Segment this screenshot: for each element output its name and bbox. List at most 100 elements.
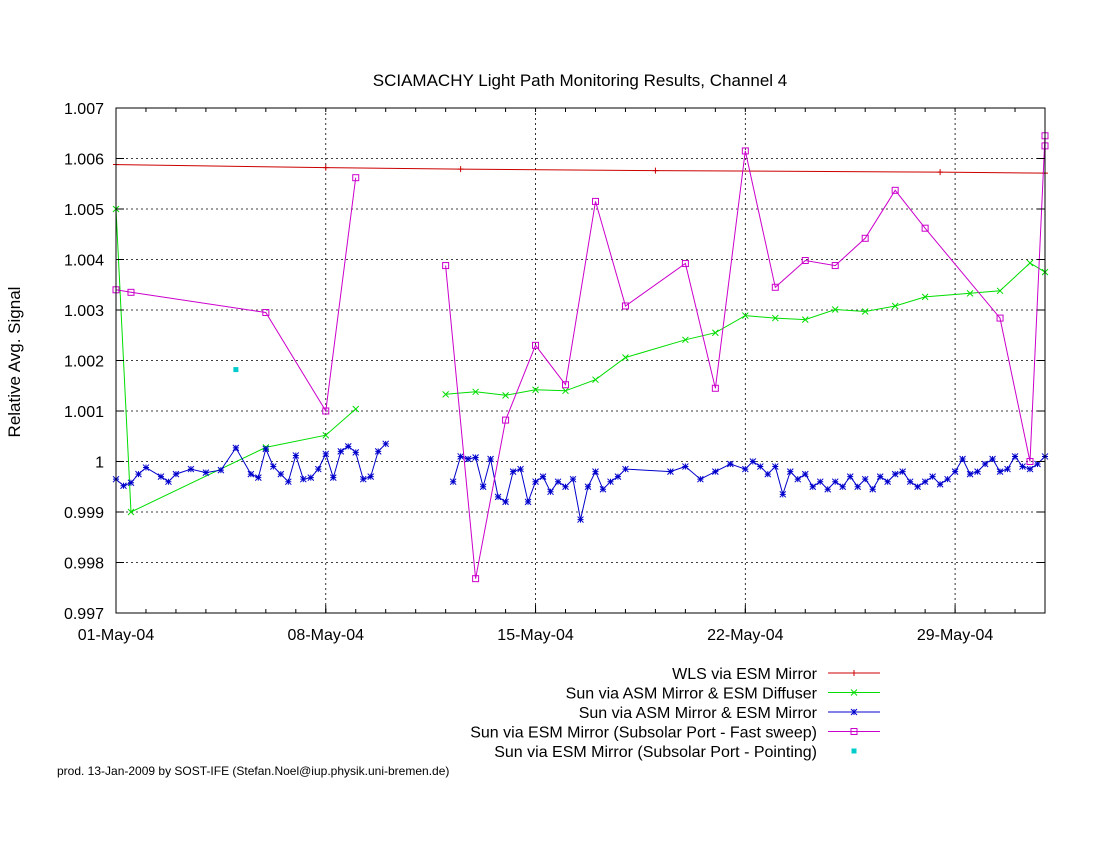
data-point: [839, 483, 847, 491]
data-point: [682, 463, 689, 470]
data-point: [247, 470, 255, 478]
data-point: [374, 448, 382, 455]
data-point: [966, 470, 974, 478]
data-point: [1026, 458, 1034, 465]
legend-entry-label: WLS via ESM Mirror: [672, 666, 818, 683]
data-point: [1034, 460, 1041, 468]
data-point: [831, 478, 839, 486]
data-point: [262, 309, 270, 317]
data-point: [794, 475, 802, 483]
data-point: [937, 169, 944, 176]
data-point: [891, 302, 899, 310]
grid: [116, 108, 1045, 613]
legend-marker: [851, 670, 857, 676]
data-point: [532, 478, 539, 486]
data-point: [1019, 463, 1026, 470]
data-point: [479, 483, 487, 491]
data-point: [869, 485, 877, 493]
data-point: [157, 473, 165, 481]
data-point: [165, 478, 172, 486]
data-point: [876, 473, 884, 481]
data-point: [951, 468, 959, 475]
data-point: [314, 465, 322, 473]
data-point: [307, 474, 315, 482]
legend-marker: [850, 689, 858, 696]
y-tick-label: 1.007: [64, 101, 104, 118]
data-point: [831, 306, 839, 313]
data-point: [562, 483, 569, 491]
data-point: [816, 478, 824, 486]
x-tick-label: 15-May-04: [497, 627, 574, 644]
data-point: [944, 475, 951, 483]
data-point: [337, 448, 345, 455]
data-point: [741, 465, 749, 473]
data-point: [921, 293, 929, 301]
y-tick-label: 0.998: [64, 556, 104, 573]
data-point: [726, 460, 734, 468]
data-point: [959, 455, 966, 463]
data-point: [187, 465, 195, 473]
y-tick-label: 0.997: [64, 606, 104, 623]
x-axis-ticks: 01-May-04 08-May-04 15-May-04 22-May-04 29-M…: [78, 108, 1016, 644]
data-point: [936, 480, 944, 488]
data-point: [457, 166, 464, 173]
data-point: [359, 475, 367, 483]
series-4: [112, 132, 1049, 583]
y-tick-label: 1: [95, 455, 104, 472]
data-point: [809, 483, 817, 491]
data-point: [562, 381, 570, 389]
data-point: [135, 470, 142, 478]
legend-marker: [850, 708, 858, 716]
data-point: [749, 458, 757, 465]
data-point: [487, 455, 494, 463]
data-point: [367, 473, 375, 481]
y-tick-label: 0.999: [64, 505, 104, 522]
data-point: [996, 468, 1004, 475]
series-line: [115, 177, 357, 413]
data-point: [352, 174, 360, 182]
y-tick-label: 1.005: [64, 202, 104, 219]
data-point: [502, 498, 509, 506]
data-point: [472, 454, 479, 461]
data-point: [352, 405, 360, 413]
data-point: [539, 473, 547, 481]
legend-entry-label: Sun via ESM Mirror (Subsolar Port - Fast…: [470, 725, 817, 742]
data-point: [382, 440, 390, 448]
data-point: [509, 468, 517, 475]
data-point: [329, 474, 337, 482]
series-line: [452, 455, 1046, 520]
data-point: [1004, 465, 1011, 473]
x-tick-label: 01-May-04: [78, 627, 155, 644]
series-layer: [112, 132, 1049, 583]
data-point: [801, 470, 809, 478]
data-point: [442, 262, 450, 270]
data-point: [891, 186, 899, 194]
data-point: [172, 470, 180, 478]
y-axis-ticks: 0.997 0.998 0.999 1 1.001 1.002 1.003 1.004 1.00…: [64, 101, 1045, 623]
data-point: [667, 468, 674, 475]
data-point: [569, 475, 577, 483]
data-point: [652, 167, 659, 174]
data-point: [921, 478, 929, 486]
data-point: [764, 470, 772, 478]
data-point: [1026, 259, 1034, 267]
chart-title: SCIAMACHY Light Path Monitoring Results,…: [373, 71, 788, 90]
data-point: [562, 387, 569, 395]
data-point: [127, 288, 135, 296]
data-point: [524, 498, 532, 506]
x-tick-label: 08-May-04: [288, 627, 365, 644]
data-point: [502, 416, 510, 424]
data-point: [861, 308, 869, 315]
data-point: [232, 444, 240, 452]
data-point: [614, 473, 622, 481]
data-point: [779, 490, 787, 498]
data-point: [921, 224, 929, 232]
data-point: [989, 455, 996, 463]
legend-entry-label: Sun via ASM Mirror & ESM Mirror: [579, 705, 818, 722]
data-point: [771, 314, 779, 322]
data-point: [592, 376, 599, 384]
data-point: [621, 302, 629, 310]
data-point: [494, 493, 502, 501]
data-point: [899, 468, 907, 475]
